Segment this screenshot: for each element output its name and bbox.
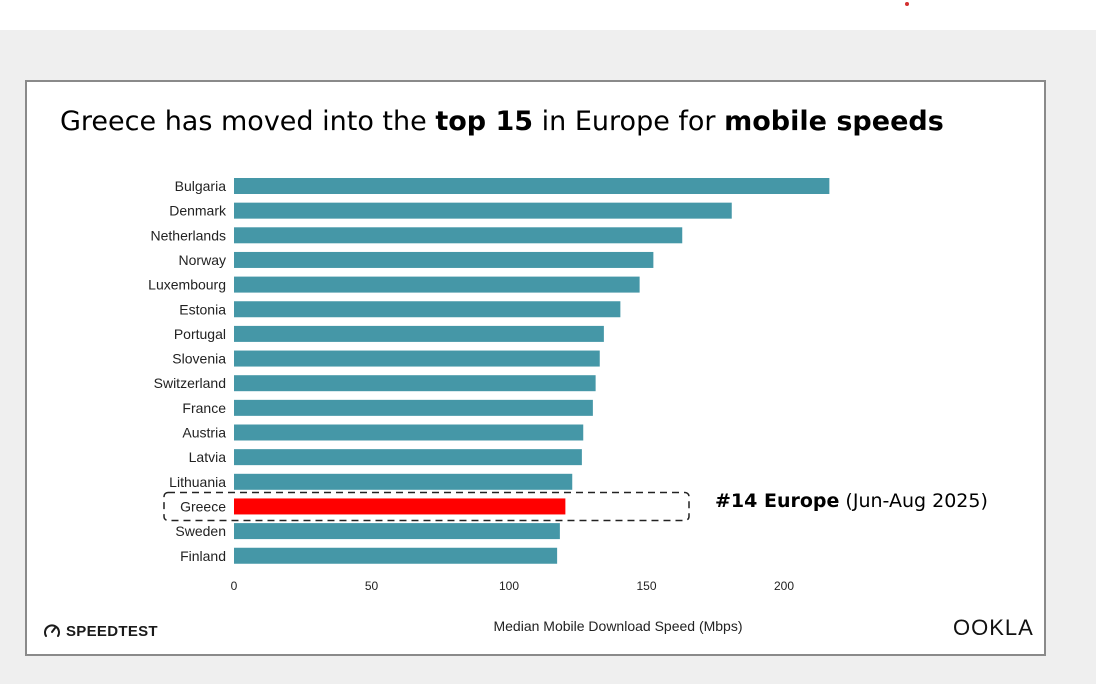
top-bar xyxy=(0,0,1096,30)
bar-denmark xyxy=(234,202,732,219)
x-axis-label: Median Mobile Download Speed (Mbps) xyxy=(493,618,742,634)
category-label-latvia: Latvia xyxy=(189,449,227,465)
bar-sweden xyxy=(234,523,560,540)
bar-luxembourg xyxy=(234,276,640,293)
bar-latvia xyxy=(234,449,582,466)
bar-estonia xyxy=(234,301,621,318)
x-tick-label-50: 50 xyxy=(365,579,379,593)
title-part-2: in Europe for xyxy=(533,106,725,137)
annotation-period: (Jun-Aug 2025) xyxy=(839,490,988,512)
category-label-france: France xyxy=(182,400,226,416)
x-tick-label-200: 200 xyxy=(774,579,794,593)
title-bold-1: top 15 xyxy=(435,106,534,137)
category-label-norway: Norway xyxy=(179,252,226,268)
category-label-estonia: Estonia xyxy=(179,301,226,317)
category-label-finland: Finland xyxy=(180,548,226,564)
bar-greece xyxy=(234,498,566,515)
category-label-switzerland: Switzerland xyxy=(154,375,226,391)
speedometer-icon xyxy=(44,624,60,637)
title-bold-2: mobile speeds xyxy=(724,106,944,137)
bar-lithuania xyxy=(234,473,573,490)
category-label-denmark: Denmark xyxy=(169,203,227,219)
red-dot-marker xyxy=(905,2,909,6)
title-part-1: Greece has moved into the xyxy=(60,106,436,137)
ookla-logo: OOKLA xyxy=(953,615,1034,640)
speedtest-logo: SPEEDTEST xyxy=(43,621,158,641)
x-tick-label-0: 0 xyxy=(231,579,238,593)
x-tick-label-100: 100 xyxy=(499,579,519,593)
category-label-sweden: Sweden xyxy=(175,523,226,539)
bar-portugal xyxy=(234,325,604,342)
category-label-slovenia: Slovenia xyxy=(172,351,226,367)
chart-title: Greece has moved into the top 15 in Euro… xyxy=(60,106,944,137)
annotation-rank: #14 Europe xyxy=(715,490,840,512)
bar-bulgaria xyxy=(234,178,830,194)
category-label-lithuania: Lithuania xyxy=(169,474,226,490)
bar-austria xyxy=(234,424,584,441)
bar-norway xyxy=(234,251,654,268)
category-label-luxembourg: Luxembourg xyxy=(148,277,226,293)
category-label-portugal: Portugal xyxy=(174,326,226,342)
category-label-greece: Greece xyxy=(180,498,226,514)
bar-france xyxy=(234,399,593,416)
bar-netherlands xyxy=(234,227,683,244)
category-label-bulgaria: Bulgaria xyxy=(175,178,227,194)
highlight-dashed-box xyxy=(163,491,690,522)
speedtest-wordmark: SPEEDTEST xyxy=(66,622,158,640)
rank-annotation: #14 Europe (Jun-Aug 2025) xyxy=(715,490,988,512)
category-label-austria: Austria xyxy=(182,425,226,441)
bar-finland xyxy=(234,547,558,564)
bar-slovenia xyxy=(234,350,600,367)
x-tick-label-150: 150 xyxy=(636,579,656,593)
category-label-netherlands: Netherlands xyxy=(151,227,227,243)
bar-switzerland xyxy=(234,375,596,392)
